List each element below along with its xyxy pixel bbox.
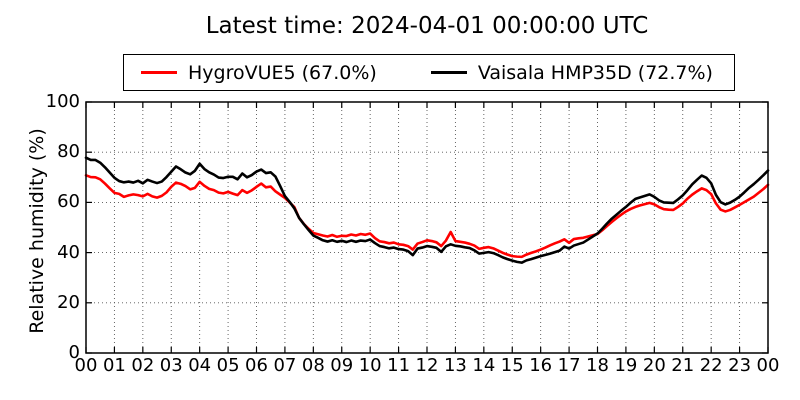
x-tick-label: 15: [500, 355, 524, 376]
x-tick-label: 02: [131, 355, 155, 376]
x-tick-label: 00: [74, 355, 98, 376]
x-tick-label: 20: [642, 355, 666, 376]
x-tick-label: 23: [728, 355, 752, 376]
axes-frame: [85, 101, 769, 354]
x-tick-label: 21: [671, 355, 695, 376]
x-tick-label: 12: [415, 355, 439, 376]
y-tick-label: 80: [57, 141, 80, 163]
series-line-hygrovue5: [84, 173, 770, 259]
black-line-sample-icon: [430, 70, 467, 75]
legend-label-vaisala: Vaisala HMP35D (72.7%): [477, 61, 713, 84]
x-tick-label: 08: [301, 355, 325, 376]
x-tick-label: 00: [756, 355, 780, 376]
legend-item-hygrovue5: HygroVUE5 (67.0%): [141, 62, 377, 84]
x-tick-label: 03: [159, 355, 183, 376]
legend-label-hygrovue5: HygroVUE5 (67.0%): [188, 61, 377, 84]
legend-item-vaisala: Vaisala HMP35D (72.7%): [430, 61, 713, 84]
x-tick-label: 11: [387, 355, 411, 376]
y-tick-label: 0: [68, 342, 80, 363]
x-tick-label: 22: [699, 355, 723, 376]
x-tick-label: 07: [273, 355, 297, 376]
y-tick-label: 100: [45, 91, 80, 112]
x-tick-label: 09: [330, 355, 354, 376]
x-tick-label: 17: [557, 355, 581, 376]
x-tick-label: 18: [586, 355, 609, 376]
red-line-sample-icon: [141, 70, 177, 75]
x-tick-label: 13: [443, 355, 467, 376]
y-tick-label: 60: [57, 191, 80, 213]
x-tick-label: 16: [529, 355, 553, 376]
x-tick-label: 14: [472, 355, 496, 376]
y-tick-label: 40: [57, 241, 80, 263]
x-tick-label: 01: [102, 355, 126, 376]
x-tick-label: 06: [245, 355, 268, 376]
x-tick-label: 05: [216, 355, 240, 376]
series-line-vaisala: [84, 156, 770, 264]
legend: HygroVUE5 (67.0%) Vaisala HMP35D (72.7%): [123, 54, 735, 91]
x-tick-label: 10: [358, 355, 382, 376]
x-tick-label: 19: [614, 355, 638, 376]
chart-title: Latest time: 2024-04-01 00:00:00 UTC: [205, 13, 649, 39]
x-tick-label: 04: [188, 355, 212, 376]
y-tick-label: 20: [57, 291, 80, 313]
